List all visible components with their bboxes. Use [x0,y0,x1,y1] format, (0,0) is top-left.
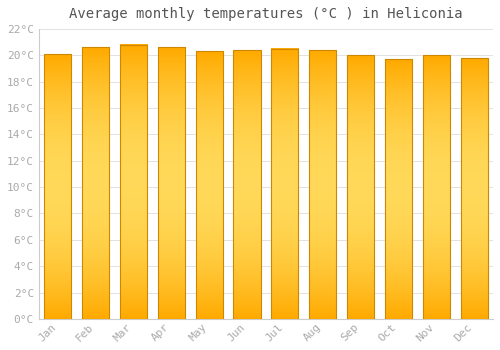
Bar [460,58,488,319]
Bar [347,55,374,319]
Bar [309,50,336,319]
Bar [196,51,223,319]
Bar [422,55,450,319]
Bar [82,48,109,319]
Bar [44,54,72,319]
Bar [158,48,185,319]
Title: Average monthly temperatures (°C ) in Heliconia: Average monthly temperatures (°C ) in He… [69,7,462,21]
Bar [120,45,147,319]
Bar [271,49,298,319]
Bar [234,50,260,319]
Bar [385,60,412,319]
